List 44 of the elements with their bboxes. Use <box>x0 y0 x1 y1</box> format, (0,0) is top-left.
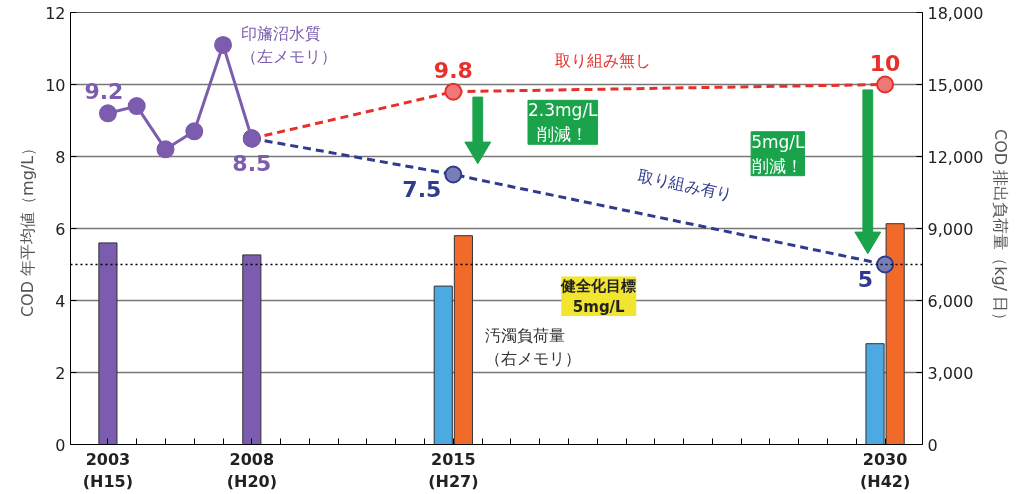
y-tick-label: 10 <box>45 75 66 95</box>
ref-line-label: 健全化目標 5mg/L <box>560 276 637 317</box>
point <box>444 165 463 184</box>
series-label: 印旛沼水質（左メモリ） <box>241 24 338 66</box>
data-label: 9.2 <box>84 79 124 105</box>
x-tick-label: 2003 (H15) <box>82 449 134 492</box>
y2-tick-label: 0 <box>927 435 938 455</box>
y2-axis-title: COD 排出負荷量（kg/ 日） <box>991 128 1011 329</box>
data-label: 10 <box>869 50 901 76</box>
data-label: 9.8 <box>433 57 473 83</box>
y2-tick-label: 18,000 <box>927 3 984 23</box>
y-tick-label: 12 <box>45 3 66 23</box>
y2-tick-label: 15,000 <box>927 75 984 95</box>
text: 取り組み有り <box>636 166 735 205</box>
text: 汚濁負荷量（右メモリ） <box>485 326 582 368</box>
y2-tick-label: 9,000 <box>927 219 974 239</box>
y-tick-label: 4 <box>55 291 66 311</box>
y-axis-title: COD 年平均値（mg/L） <box>18 139 38 318</box>
y-tick-label: 0 <box>55 435 66 455</box>
point <box>98 104 117 123</box>
point <box>185 122 204 141</box>
y2-tick-label: 6,000 <box>927 291 974 311</box>
point <box>876 75 895 94</box>
data-label: 7.5 <box>402 176 442 202</box>
data-label: 5 <box>857 266 874 292</box>
bar <box>242 254 262 445</box>
data-label: 8.5 <box>232 150 272 176</box>
point <box>214 35 233 54</box>
y2-tick-label: 3,000 <box>927 363 974 383</box>
annotation: 2.3mg/L 削減！ <box>528 100 599 145</box>
annotation: 5mg/L 削減！ <box>751 131 806 176</box>
y-tick-label: 2 <box>55 363 66 383</box>
point <box>127 97 146 116</box>
x-tick-label: 2030 (H42) <box>859 449 911 492</box>
y2-tick-label: 12,000 <box>927 147 984 167</box>
x-tick-label: 2015 (H27) <box>428 449 479 492</box>
point <box>156 140 175 159</box>
x-tick-label: 2008 (H20) <box>226 449 277 492</box>
point <box>444 82 463 101</box>
y-tick-label: 6 <box>55 219 66 239</box>
point <box>876 255 895 274</box>
series-label: 取り組み無し <box>555 50 652 70</box>
bar <box>98 242 118 445</box>
y-tick-label: 8 <box>55 147 66 167</box>
